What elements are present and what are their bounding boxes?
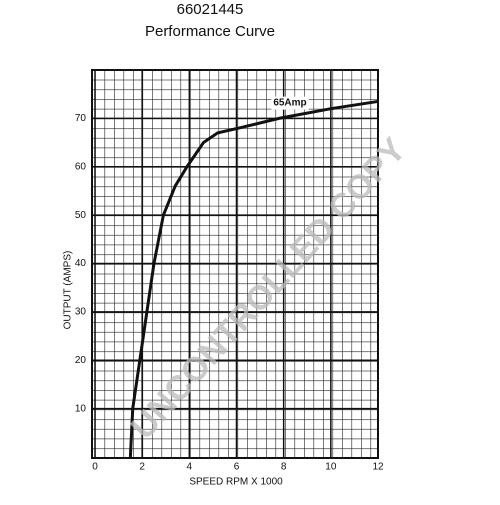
chart-subtitle: Performance Curve [145,23,275,40]
annotation: 65Amp [273,98,306,109]
x-tick-label: 4 [187,462,193,473]
y-tick-label: 40 [75,258,87,269]
x-axis-label: SPEED RPM X 1000 [189,477,283,488]
y-axis-label: OUTPUT (AMPS) [63,251,74,330]
y-tick-label: 60 [75,161,87,172]
y-tick-label: 50 [75,210,87,221]
line [128,99,379,458]
x-tick-label: 8 [281,462,287,473]
y-tick-label: 30 [75,307,87,318]
chart-title: 66021445 [177,1,244,18]
annotation-bg [271,96,309,110]
y-tick-label: 20 [75,355,87,366]
x-tick-label: 0 [92,462,98,473]
x-tick-label: 2 [139,462,145,473]
x-tick-label: 6 [234,462,240,473]
y-tick-label: 70 [75,113,87,124]
x-tick-label: 10 [325,462,337,473]
y-tick-label: 10 [75,403,87,414]
x-tick-label: 12 [372,462,384,473]
